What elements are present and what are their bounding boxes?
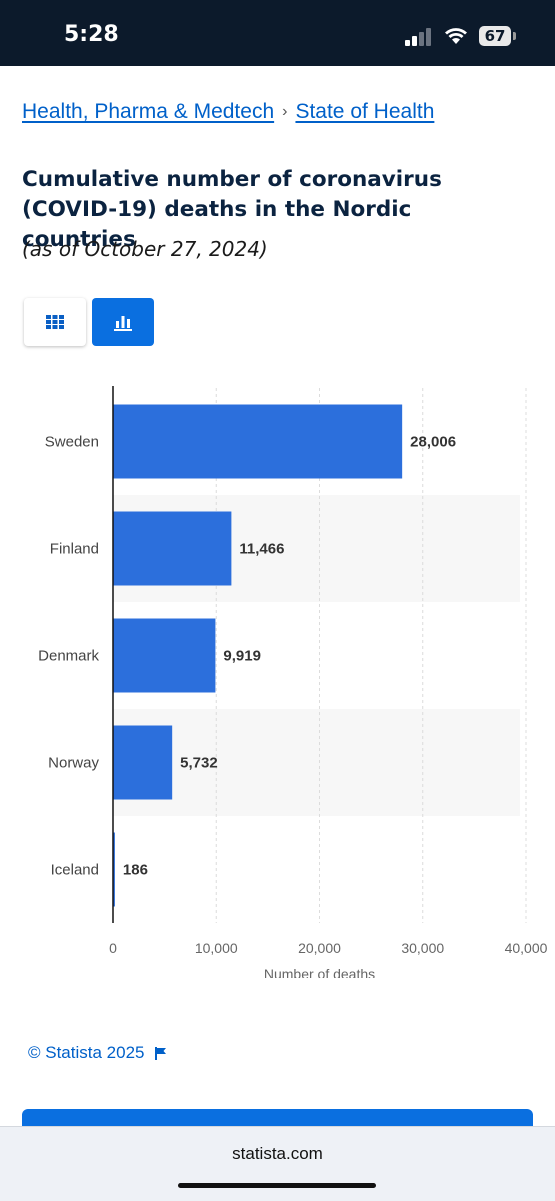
wifi-icon xyxy=(445,28,467,44)
bar xyxy=(113,618,216,693)
chart-view-button[interactable] xyxy=(92,298,154,346)
data-label: 5,732 xyxy=(180,755,218,772)
bar xyxy=(113,404,403,479)
chevron-right-icon: › xyxy=(282,103,288,120)
copyright-text: © Statista 2025 xyxy=(28,1043,145,1062)
home-indicator[interactable] xyxy=(178,1183,376,1188)
category-label: Iceland xyxy=(51,862,99,879)
bar xyxy=(113,832,115,907)
category-label: Denmark xyxy=(38,648,99,665)
data-label: 11,466 xyxy=(239,541,284,558)
x-tick-label: 30,000 xyxy=(401,940,444,956)
copyright[interactable]: © Statista 2025 xyxy=(28,1043,167,1063)
x-tick-label: 20,000 xyxy=(298,940,341,956)
browser-url-bar[interactable]: statista.com xyxy=(0,1126,555,1201)
data-label: 9,919 xyxy=(223,648,261,665)
page-subtitle: (as of October 27, 2024) xyxy=(22,237,268,261)
chart-svg: Sweden 28,006 Finland 11,466 Denmark 9,919 Nor… xyxy=(38,386,548,978)
table-grid-icon xyxy=(46,315,64,329)
battery-tip xyxy=(513,32,516,40)
data-label: 28,006 xyxy=(410,434,456,451)
category-label: Norway xyxy=(48,755,99,772)
x-tick-label: 10,000 xyxy=(195,940,238,956)
breadcrumb-link-health[interactable]: Health, Pharma & Medtech xyxy=(22,100,275,123)
bar xyxy=(113,725,173,800)
row-stripe xyxy=(113,709,520,816)
bar-chart: Sweden 28,006 Finland 11,466 Denmark 9,919 Nor… xyxy=(0,378,555,978)
flag-icon xyxy=(155,1047,167,1061)
page-title: Cumulative number of coronavirus (COVID-… xyxy=(22,167,442,252)
x-tick-label: 40,000 xyxy=(505,940,548,956)
breadcrumb-link-state-of-health[interactable]: State of Health xyxy=(295,100,435,123)
category-label: Sweden xyxy=(45,434,99,451)
status-time: 5:28 xyxy=(64,22,119,47)
data-label: 186 xyxy=(123,862,148,879)
table-view-button[interactable] xyxy=(24,298,86,346)
breadcrumb: Health, Pharma & Medtech › State of Health xyxy=(22,100,434,124)
status-bar: 5:28 67 xyxy=(0,0,555,66)
x-axis-label: Number of deaths xyxy=(264,966,375,978)
view-toggle xyxy=(24,298,154,346)
battery-icon: 67 xyxy=(479,26,511,46)
cellular-signal-icon xyxy=(405,28,435,46)
x-tick-label: 0 xyxy=(109,940,117,956)
bar-chart-icon xyxy=(114,316,132,331)
url-text: statista.com xyxy=(232,1144,323,1163)
category-label: Finland xyxy=(50,541,99,558)
bar xyxy=(113,511,232,586)
